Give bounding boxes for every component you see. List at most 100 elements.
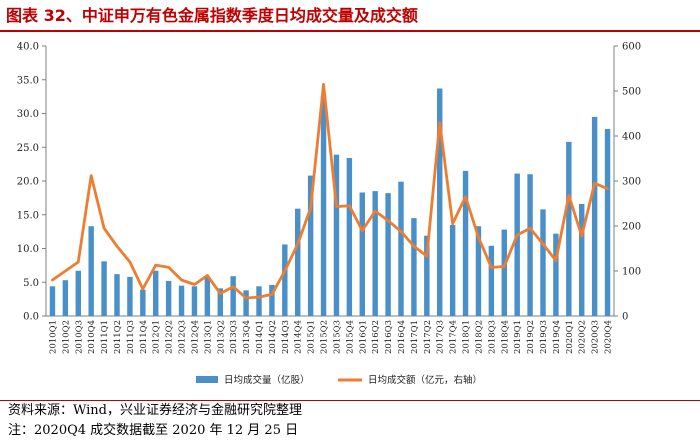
bar — [204, 277, 211, 316]
x-tick-label: 2010Q2 — [61, 320, 71, 354]
x-tick-label: 2020Q2 — [578, 320, 588, 354]
bar — [462, 170, 469, 316]
x-tick-label: 2012Q1 — [152, 320, 162, 354]
x-tick-label: 2018Q3 — [487, 320, 497, 354]
x-tick-label: 2017Q2 — [423, 320, 433, 354]
x-tick-label: 2014Q2 — [268, 320, 278, 354]
bar — [553, 233, 559, 316]
x-tick-label: 2014Q1 — [255, 320, 265, 354]
x-tick-label: 2018Q1 — [462, 320, 472, 354]
bar — [62, 280, 69, 316]
bar — [604, 129, 611, 316]
left-tick-label: 20.0 — [17, 177, 39, 188]
bar — [346, 158, 353, 316]
x-tick-label: 2010Q1 — [48, 320, 58, 354]
x-tick-label: 2017Q4 — [449, 320, 459, 354]
x-tick-label: 2013Q1 — [203, 320, 213, 354]
line-series — [51, 82, 609, 300]
turnover-line — [51, 82, 609, 300]
bar — [178, 285, 185, 316]
bar — [333, 154, 340, 316]
bar — [424, 235, 430, 316]
x-tick-label: 2019Q4 — [552, 320, 562, 354]
x-tick-label: 2020Q1 — [565, 320, 575, 354]
right-tick-label: 0 — [622, 312, 628, 323]
x-tick-label: 2019Q3 — [539, 320, 549, 354]
bar — [359, 192, 365, 316]
bar — [88, 226, 94, 316]
left-tick-label: 25.0 — [17, 143, 39, 154]
bottom-divider — [0, 400, 700, 401]
left-tick-label: 5.0 — [23, 278, 39, 289]
x-tick-label: 2015Q1 — [307, 320, 317, 354]
source-note: 资料来源：Wind，兴业证券经济与金融研究院整理 — [8, 403, 302, 418]
footnote: 注：2020Q4 成交数据截至 2020 年 12 月 25 日 — [8, 423, 299, 438]
bar — [527, 174, 533, 316]
bar — [398, 181, 404, 316]
bar — [217, 288, 223, 316]
bar — [514, 173, 520, 316]
left-tick-label: 30.0 — [17, 109, 39, 120]
left-tick-label: 40.0 — [17, 42, 39, 53]
x-tick-label: 2010Q4 — [87, 320, 97, 354]
right-tick-label: 200 — [622, 222, 641, 233]
x-tick-label: 2016Q4 — [397, 320, 407, 354]
bar — [256, 286, 262, 316]
right-tick-label: 500 — [622, 87, 641, 98]
x-tick-label: 2014Q4 — [294, 320, 304, 354]
bar — [165, 280, 172, 316]
left-tick-label: 15.0 — [17, 210, 39, 221]
left-tick-label: 35.0 — [17, 75, 39, 86]
bar — [49, 286, 56, 316]
bar — [540, 209, 546, 316]
legend: 日均成交量（亿股） 日均成交额（亿元，右轴） — [196, 374, 482, 386]
x-tick-label: 2011Q4 — [139, 320, 149, 354]
right-tick-label: 300 — [622, 177, 641, 188]
x-tick-label: 2019Q1 — [513, 320, 523, 354]
bar — [437, 88, 443, 317]
bar — [566, 141, 572, 316]
x-tick-label: 2010Q3 — [74, 320, 84, 354]
x-tick-label: 2018Q4 — [500, 320, 510, 354]
bar — [191, 286, 198, 316]
legend-label-volume: 日均成交量（亿股） — [224, 374, 310, 386]
right-tick-label: 400 — [622, 132, 641, 143]
legend-swatch-volume — [196, 376, 218, 383]
x-tick-label: 2015Q3 — [332, 320, 342, 354]
right-tick-label: 100 — [622, 267, 641, 278]
x-tick-label: 2013Q2 — [216, 320, 226, 354]
x-tick-label: 2014Q3 — [281, 320, 291, 354]
left-tick-label: 0.0 — [23, 312, 39, 323]
bar — [579, 203, 585, 316]
tick-labels: 0.0 5.0 10.0 15.0 20.0 25.0 30.0 35.0 40.0 0 100 20… — [17, 42, 641, 355]
x-tick-label: 2016Q1 — [358, 320, 368, 354]
x-tick-label: 2012Q3 — [178, 320, 188, 354]
bar — [230, 276, 236, 316]
bar — [501, 229, 507, 316]
bar — [385, 193, 391, 316]
bar — [127, 276, 133, 316]
bar — [591, 116, 598, 316]
x-tick-label: 2011Q2 — [113, 320, 123, 354]
bar — [282, 244, 288, 316]
x-tick-label: 2020Q4 — [604, 320, 614, 354]
bar — [449, 224, 456, 316]
x-tick-label: 2016Q3 — [384, 320, 394, 354]
x-tick-label: 2013Q4 — [242, 320, 252, 354]
page-title: 图表 32、中证申万有色金属指数季度日均成交量及成交额 — [6, 6, 418, 25]
bar — [243, 290, 249, 316]
legend-label-turnover: 日均成交额（亿元，右轴） — [368, 374, 482, 386]
bar — [475, 226, 482, 316]
x-tick-label: 2015Q4 — [345, 320, 355, 354]
chart: 0.0 5.0 10.0 15.0 20.0 25.0 30.0 35.0 40.0 0 100 20… — [17, 42, 641, 387]
x-tick-label: 2013Q3 — [229, 320, 239, 354]
x-tick-label: 2011Q1 — [100, 320, 110, 354]
bar — [307, 175, 314, 316]
bar — [488, 245, 495, 316]
bar-series — [49, 88, 611, 317]
right-tick-label: 600 — [622, 42, 641, 53]
x-tick-label: 2016Q2 — [371, 320, 381, 354]
bar — [320, 95, 327, 316]
bar — [269, 284, 275, 316]
bar — [75, 270, 81, 316]
